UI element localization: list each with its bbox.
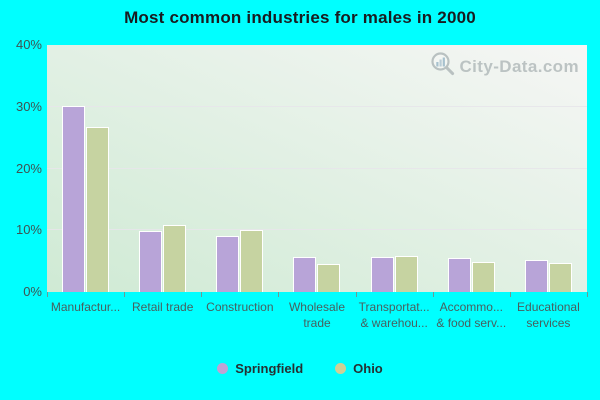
x-tick xyxy=(201,292,203,297)
bar-springfield xyxy=(139,230,163,292)
x-axis-labels: Manufactur... Retail trade Construction Who… xyxy=(47,300,587,331)
x-tick xyxy=(355,292,357,297)
bar-group xyxy=(356,45,433,292)
plot-area: City-Data.com xyxy=(47,45,587,292)
bar-ohio xyxy=(163,225,187,292)
bar-group xyxy=(433,45,510,292)
bar-group xyxy=(510,45,587,292)
legend-item: Springfield xyxy=(217,361,303,376)
bar-springfield xyxy=(216,235,240,292)
magnifier-chart-icon xyxy=(430,51,456,82)
bar-group xyxy=(278,45,355,292)
legend-label: Springfield xyxy=(235,361,304,376)
gridline xyxy=(47,167,587,169)
watermark: City-Data.com xyxy=(430,51,579,82)
y-tick-label: 20% xyxy=(15,160,42,176)
x-category-label: Manufactur... xyxy=(50,300,121,314)
x-tick xyxy=(432,292,434,297)
bar-ohio xyxy=(240,230,264,292)
x-tick xyxy=(47,292,48,297)
bar-ohio xyxy=(548,263,572,292)
gridline xyxy=(47,105,587,107)
bar-ohio xyxy=(317,263,341,292)
bar-ohio xyxy=(86,127,110,292)
y-tick-label: 30% xyxy=(15,98,42,114)
bar-group xyxy=(124,45,201,292)
bar-group xyxy=(201,45,278,292)
y-tick-label: 0% xyxy=(23,284,42,299)
bar-springfield xyxy=(370,256,394,292)
legend: Springfield Ohio xyxy=(0,361,600,376)
bar-springfield xyxy=(524,259,548,292)
x-tick xyxy=(587,292,588,297)
bar-groups xyxy=(47,45,587,292)
x-tick xyxy=(278,292,280,297)
x-category-label: Wholesale trade xyxy=(288,300,345,330)
y-tick-label: 10% xyxy=(15,222,42,238)
x-tick xyxy=(509,292,511,297)
bar-ohio xyxy=(471,262,495,292)
legend-item: Ohio xyxy=(335,361,383,376)
bar-springfield xyxy=(293,257,317,292)
legend-label: Ohio xyxy=(353,361,383,376)
x-category-label: Construction xyxy=(206,300,274,314)
x-category-label: Accommo... & food serv... xyxy=(436,300,507,330)
bar-ohio xyxy=(394,255,418,292)
y-tick-label: 40% xyxy=(15,37,42,52)
legend-swatch xyxy=(217,363,229,374)
bar-group xyxy=(47,45,124,292)
gridline xyxy=(47,229,587,231)
x-category-label: Educational services xyxy=(517,300,580,330)
x-category-label: Transportat... & warehou... xyxy=(358,300,430,330)
bar-springfield xyxy=(447,258,471,292)
x-category-label: Retail trade xyxy=(132,300,194,314)
watermark-text: City-Data.com xyxy=(459,56,579,76)
x-tick xyxy=(124,292,126,297)
legend-swatch xyxy=(335,363,347,374)
bar-springfield xyxy=(62,106,86,292)
chart-title: Most common industries for males in 2000 xyxy=(124,8,476,27)
